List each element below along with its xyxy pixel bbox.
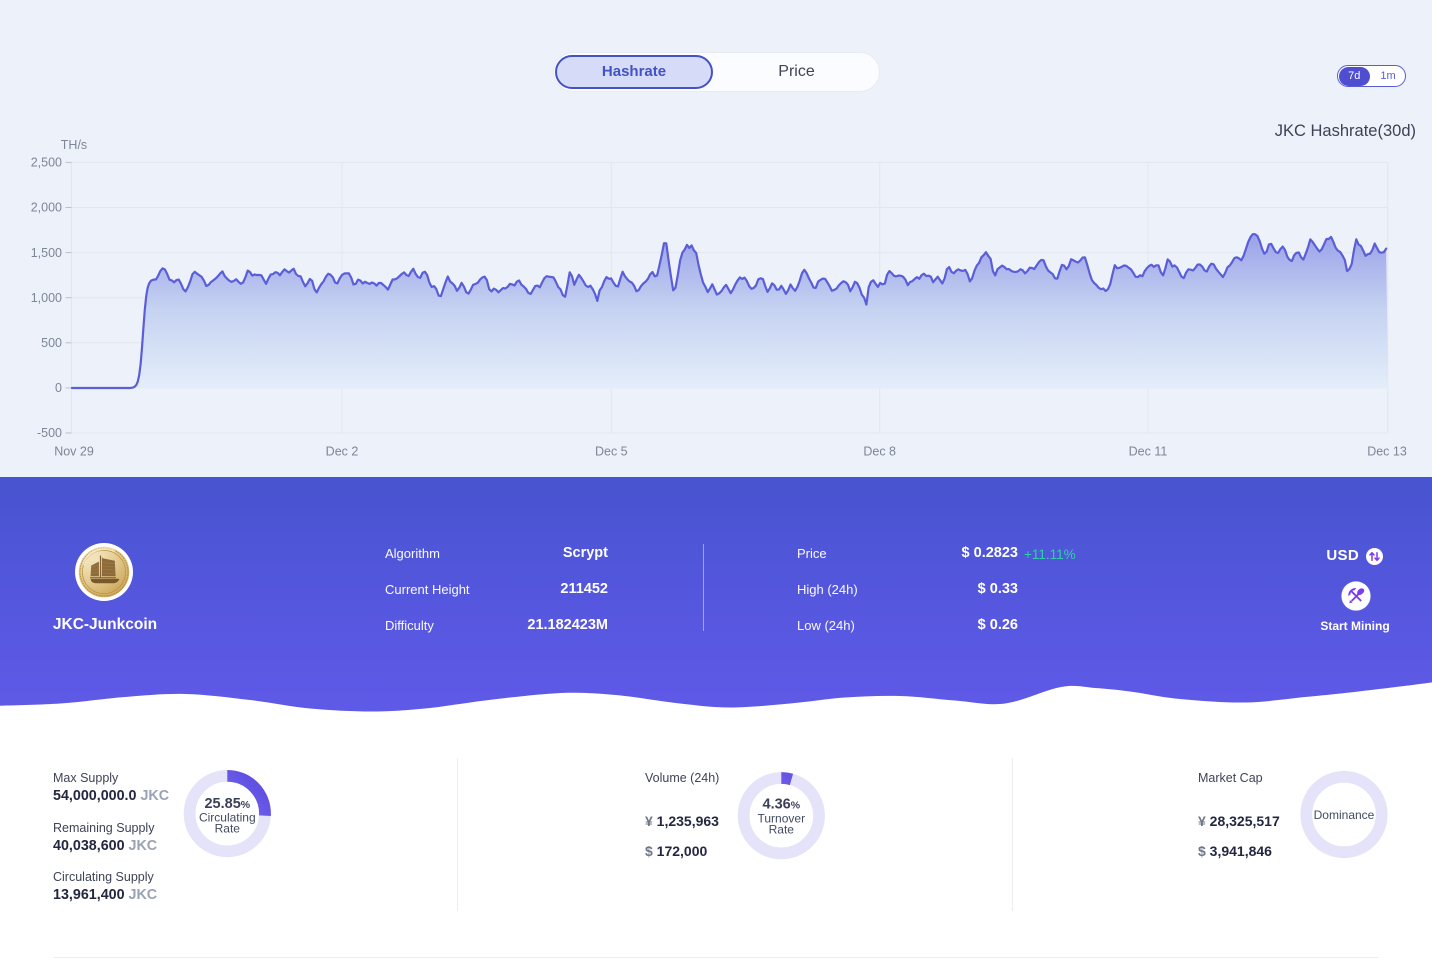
svg-text:Rate: Rate — [769, 822, 795, 836]
svg-text:-500: -500 — [37, 426, 62, 440]
svg-text:Turnover: Turnover — [758, 811, 806, 825]
svg-text:Dec 13: Dec 13 — [1367, 445, 1407, 459]
svg-text:Rate: Rate — [215, 822, 241, 836]
svg-text:1,000: 1,000 — [31, 291, 62, 305]
svg-text:25.85%: 25.85% — [204, 796, 250, 812]
svg-text:Dec 8: Dec 8 — [863, 445, 896, 459]
svg-text:4.36%: 4.36% — [763, 797, 801, 813]
svg-text:Dec 11: Dec 11 — [1129, 445, 1168, 459]
svg-text:Dominance: Dominance — [1314, 808, 1375, 822]
svg-text:TH/s: TH/s — [61, 138, 87, 152]
svg-text:1,500: 1,500 — [31, 246, 62, 260]
svg-text:Dec 5: Dec 5 — [595, 445, 628, 459]
svg-text:Dec 2: Dec 2 — [326, 445, 359, 459]
svg-text:JKC Hashrate(30d): JKC Hashrate(30d) — [1275, 122, 1416, 140]
svg-text:2,000: 2,000 — [31, 201, 62, 215]
svg-text:0: 0 — [55, 381, 62, 395]
svg-text:2,500: 2,500 — [31, 156, 62, 170]
svg-text:500: 500 — [41, 336, 62, 350]
svg-text:Circulating: Circulating — [199, 811, 256, 825]
svg-text:Nov 29: Nov 29 — [54, 445, 94, 459]
